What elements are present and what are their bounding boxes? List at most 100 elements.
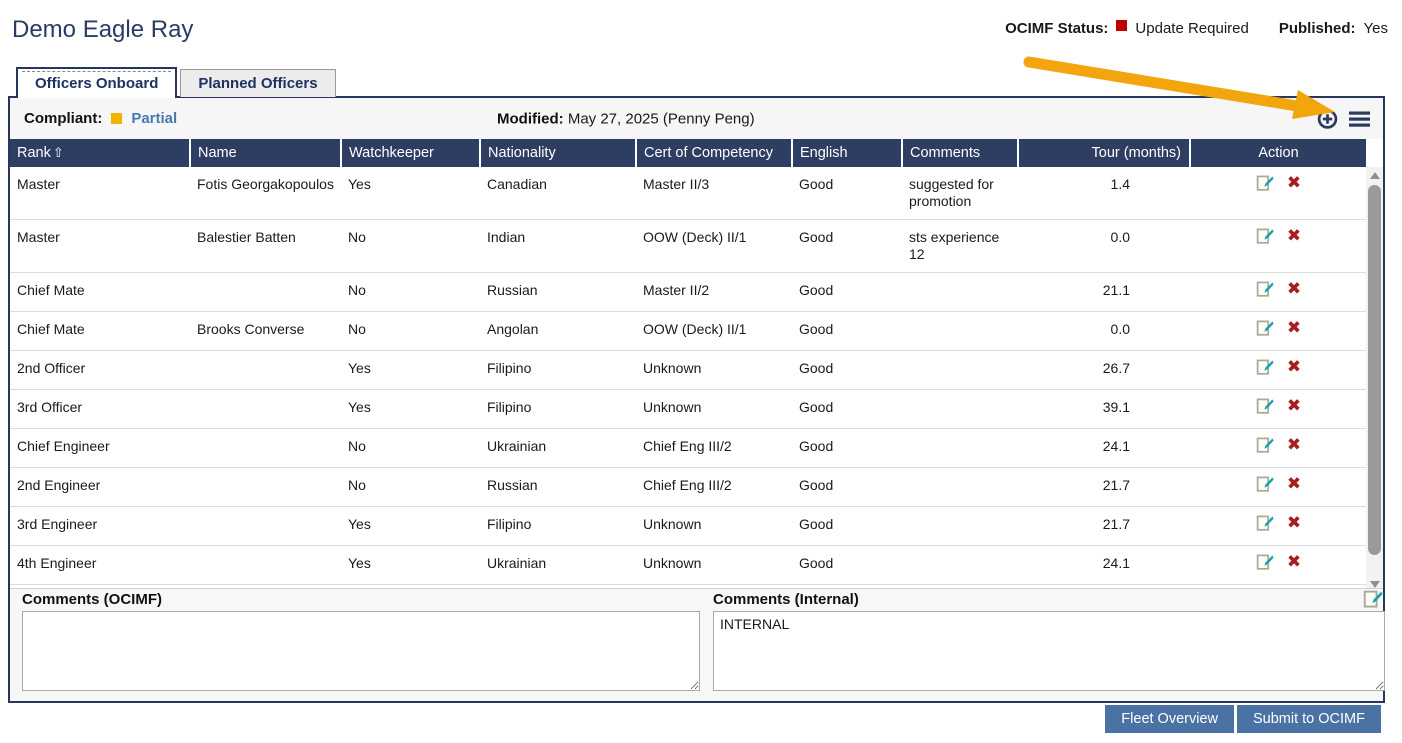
column-header-watchkeeper[interactable]: Watchkeeper: [341, 139, 481, 167]
english-cell: Good: [792, 311, 902, 351]
column-header-rank[interactable]: Rank ⇧: [10, 139, 191, 167]
tab-officers-onboard[interactable]: Officers Onboard: [16, 67, 178, 98]
footer-buttons: Fleet Overview Submit to OCIMF: [1105, 705, 1381, 733]
action-cell: ✖: [1190, 389, 1366, 429]
tab-planned-officers[interactable]: Planned Officers: [180, 69, 336, 97]
delete-row-icon[interactable]: ✖: [1286, 434, 1302, 455]
column-header-cert-of-competency[interactable]: Cert of Competency: [636, 139, 793, 167]
delete-row-icon[interactable]: ✖: [1286, 473, 1302, 494]
delete-row-icon[interactable]: ✖: [1286, 172, 1302, 193]
edit-row-icon[interactable]: [1256, 397, 1274, 415]
watchkeeper-cell: No: [341, 311, 480, 351]
cert-of-competency-cell: OOW (Deck) II/1: [636, 311, 792, 351]
column-header-nationality[interactable]: Nationality: [480, 139, 637, 167]
action-cell: ✖: [1190, 428, 1366, 468]
edit-row-icon[interactable]: [1256, 553, 1274, 571]
update-required-square-icon: [1116, 20, 1128, 31]
table-header-row: Rank ⇧ Name Watchkeeper Nationality Cert of C…: [10, 139, 1366, 167]
fleet-overview-button[interactable]: Fleet Overview: [1105, 705, 1234, 733]
edit-row-icon[interactable]: [1256, 358, 1274, 376]
officers-table: Rank ⇧ Name Watchkeeper Nationality Cert of C…: [10, 139, 1366, 592]
column-header-tour-months-[interactable]: Tour (months): [1018, 139, 1191, 167]
nationality-cell: Russian: [480, 467, 636, 507]
edit-row-icon[interactable]: [1256, 475, 1274, 493]
tour-months-cell: 21.1: [1018, 272, 1190, 312]
column-header-english[interactable]: English: [792, 139, 903, 167]
table-row: 2nd Officer Yes Filipino Unknown Good 26.7 ✖: [10, 350, 1366, 390]
watchkeeper-cell: Yes: [341, 506, 480, 546]
action-cell: ✖: [1190, 506, 1366, 546]
name-cell: [190, 428, 341, 468]
delete-row-icon[interactable]: ✖: [1286, 395, 1302, 416]
edit-row-icon[interactable]: [1256, 514, 1274, 532]
published-value: Yes: [1363, 20, 1388, 37]
rank-cell: 2nd Engineer: [10, 467, 190, 507]
delete-row-icon[interactable]: ✖: [1286, 225, 1302, 246]
name-cell: [190, 545, 341, 585]
comments-cell: [902, 350, 1018, 390]
compliant-value: Partial: [131, 110, 178, 127]
table-row: Master Balestier Batten No Indian OOW (Deck)…: [10, 219, 1366, 273]
edit-row-icon[interactable]: [1256, 227, 1274, 245]
watchkeeper-cell: No: [341, 467, 480, 507]
delete-row-icon[interactable]: ✖: [1286, 278, 1302, 299]
watchkeeper-cell: No: [341, 219, 480, 273]
rank-cell: Chief Mate: [10, 311, 190, 351]
action-cell: ✖: [1190, 167, 1366, 220]
scrollbar-track[interactable]: [1366, 167, 1383, 592]
table-row: Master Fotis Georgakopoulos Yes Canadian Mas…: [10, 167, 1366, 220]
cert-of-competency-cell: OOW (Deck) II/1: [636, 219, 792, 273]
delete-row-icon[interactable]: ✖: [1286, 551, 1302, 572]
table-row: 2nd Engineer No Russian Chief Eng III/2 Good…: [10, 467, 1366, 507]
english-cell: Good: [792, 467, 902, 507]
tab-bar: Officers Onboard Planned Officers: [16, 67, 336, 98]
add-officer-icon[interactable]: [1316, 107, 1339, 130]
sort-ascending-icon: ⇧: [52, 145, 64, 160]
english-cell: Good: [792, 272, 902, 312]
delete-row-icon[interactable]: ✖: [1286, 512, 1302, 533]
watchkeeper-cell: Yes: [341, 167, 480, 220]
edit-row-icon[interactable]: [1256, 319, 1274, 337]
edit-row-icon[interactable]: [1256, 436, 1274, 454]
action-cell: ✖: [1190, 545, 1366, 585]
delete-row-icon[interactable]: ✖: [1286, 356, 1302, 377]
english-cell: Good: [792, 545, 902, 585]
officers-panel: Compliant: Partial Modified: May 27, 202…: [8, 96, 1385, 703]
submit-to-ocimf-button[interactable]: Submit to OCIMF: [1237, 705, 1381, 733]
nationality-cell: Filipino: [480, 506, 636, 546]
table-row: 3rd Officer Yes Filipino Unknown Good 39.1 ✖: [10, 389, 1366, 429]
action-cell: ✖: [1190, 350, 1366, 390]
delete-row-icon[interactable]: ✖: [1286, 317, 1302, 338]
edit-comments-icon[interactable]: [1363, 589, 1383, 609]
table-row: 4th Engineer Yes Ukrainian Unknown Good 24.1 ✖: [10, 545, 1366, 585]
name-cell: [190, 389, 341, 429]
name-cell: [190, 506, 341, 546]
edit-row-icon[interactable]: [1256, 174, 1274, 192]
name-cell: [190, 467, 341, 507]
watchkeeper-cell: Yes: [341, 545, 480, 585]
scroll-down-button[interactable]: [1366, 576, 1383, 592]
column-header-name[interactable]: Name: [190, 139, 342, 167]
compliant-square-icon: [111, 113, 123, 124]
column-header-action[interactable]: Action: [1190, 139, 1366, 167]
comments-cell: [902, 467, 1018, 507]
menu-icon[interactable]: [1348, 107, 1371, 130]
english-cell: Good: [792, 506, 902, 546]
scrollbar-thumb[interactable]: [1368, 185, 1381, 555]
name-cell: [190, 350, 341, 390]
internal-comments-textarea[interactable]: INTERNAL: [713, 611, 1385, 691]
tour-months-cell: 24.1: [1018, 428, 1190, 468]
comments-cell: suggested for promotion: [902, 167, 1018, 220]
column-header-comments[interactable]: Comments: [902, 139, 1019, 167]
scroll-up-button[interactable]: [1366, 167, 1383, 183]
tour-months-cell: 39.1: [1018, 389, 1190, 429]
ocimf-comments-textarea[interactable]: [22, 611, 700, 691]
rank-cell: 4th Engineer: [10, 545, 190, 585]
tour-months-cell: 1.4: [1018, 167, 1190, 220]
tour-months-cell: 0.0: [1018, 311, 1190, 351]
action-cell: ✖: [1190, 272, 1366, 312]
comments-cell: [902, 428, 1018, 468]
edit-row-icon[interactable]: [1256, 280, 1274, 298]
english-cell: Good: [792, 428, 902, 468]
page-title: Demo Eagle Ray: [12, 16, 194, 43]
